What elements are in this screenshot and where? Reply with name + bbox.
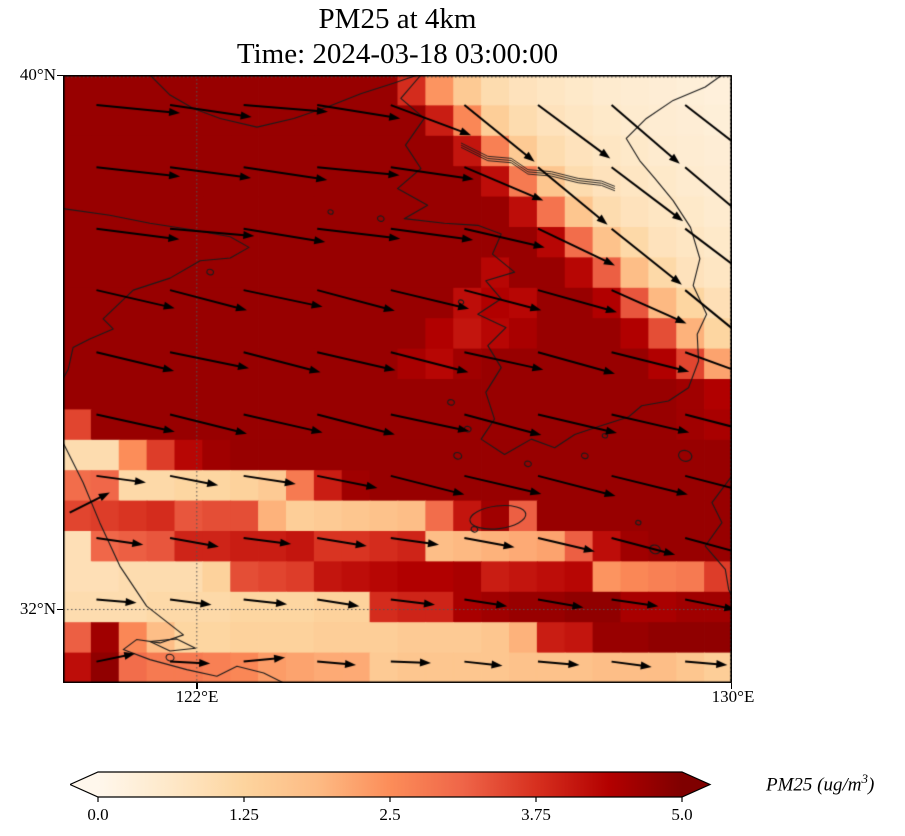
colorbar: 0.0 1.25 2.5 3.75 5.0 bbox=[68, 769, 720, 829]
heatmap-canvas bbox=[63, 75, 732, 683]
plot-title: PM25 at 4km bbox=[318, 3, 477, 35]
colorbar-tick-0: 0.0 bbox=[87, 805, 109, 824]
y-tick-label-40n: 40°N bbox=[19, 65, 56, 84]
colorbar-label: PM25 (ug/m3) bbox=[766, 771, 874, 796]
x-tick-label-122e: 122°E bbox=[175, 687, 219, 706]
y-tick-label-32n: 32°N bbox=[19, 599, 56, 618]
y-tickmark-40n bbox=[57, 74, 63, 77]
plot-subtitle: Time: 2024-03-18 03:00:00 bbox=[236, 38, 559, 70]
colorbar-label-suffix: ) bbox=[868, 774, 875, 796]
colorbar-label-sup: 3 bbox=[861, 771, 869, 786]
colorbar-tick-1: 1.25 bbox=[229, 805, 259, 824]
colorbar-label-prefix: PM25 (ug/m bbox=[766, 774, 862, 796]
colorbar-tick-3: 3.75 bbox=[521, 805, 551, 824]
map-plot bbox=[63, 75, 732, 683]
y-tickmark-32n bbox=[57, 608, 63, 611]
x-tickmark-122e bbox=[196, 683, 198, 689]
x-tickmark-130e bbox=[730, 683, 733, 689]
x-tick-label-130e: 130°E bbox=[711, 687, 755, 706]
colorbar-gradient bbox=[68, 771, 712, 802]
colorbar-tick-2: 2.5 bbox=[379, 805, 401, 824]
colorbar-tick-4: 5.0 bbox=[671, 805, 693, 824]
